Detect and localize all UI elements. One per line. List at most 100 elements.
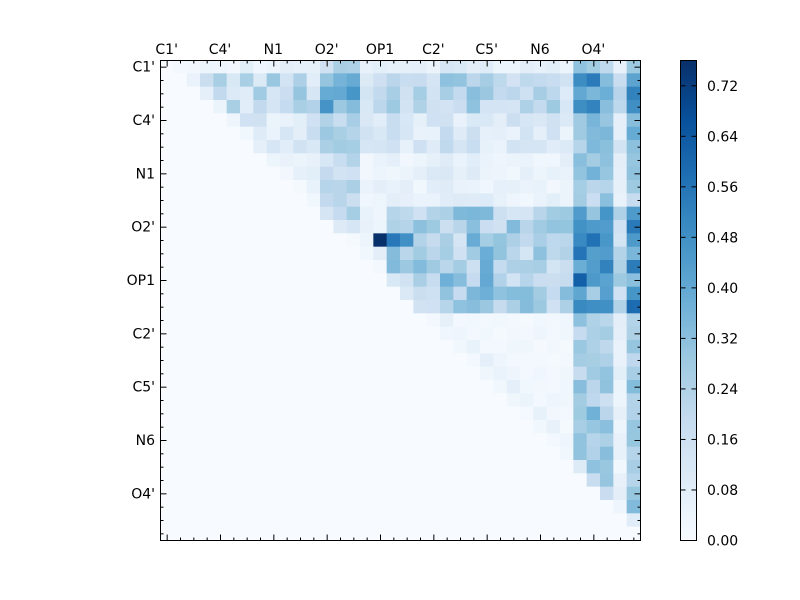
heatmap-cell xyxy=(520,60,534,74)
heatmap-cell xyxy=(173,153,188,168)
heatmap-cell xyxy=(546,326,561,341)
heatmap-cell xyxy=(480,393,494,408)
heatmap-cell xyxy=(480,100,494,114)
heatmap-cell xyxy=(506,206,521,221)
heatmap-cell xyxy=(333,273,348,288)
heatmap-cell xyxy=(546,246,561,261)
heatmap-cell xyxy=(320,180,334,194)
heatmap-cell xyxy=(426,486,441,501)
heatmap-cell xyxy=(240,433,254,448)
heatmap-cell xyxy=(226,460,241,474)
heatmap-cell xyxy=(200,326,214,341)
heatmap-cell xyxy=(386,246,401,261)
heatmap-cell xyxy=(333,446,348,461)
heatmap-cell xyxy=(546,193,561,208)
heatmap-cell xyxy=(453,153,468,168)
heatmap-cell xyxy=(280,233,294,248)
heatmap-cell xyxy=(373,166,388,181)
heatmap-cell xyxy=(333,313,348,328)
heatmap-cell xyxy=(520,220,534,234)
heatmap-cell xyxy=(586,60,601,74)
heatmap-cell xyxy=(160,460,174,474)
heatmap-cell xyxy=(320,366,334,381)
heatmap-cell xyxy=(600,486,614,501)
heatmap-cell xyxy=(160,153,174,168)
heatmap-cell xyxy=(546,100,561,114)
heatmap-cell xyxy=(426,420,441,434)
heatmap-cell xyxy=(426,260,441,274)
heatmap-cell xyxy=(600,340,614,354)
heatmap-cell xyxy=(373,366,388,381)
heatmap-cell xyxy=(400,153,414,168)
heatmap-cell xyxy=(573,446,588,461)
heatmap-cell xyxy=(626,420,641,434)
heatmap-cell xyxy=(320,273,334,288)
axis-ticks xyxy=(160,60,641,541)
heatmap-cell xyxy=(226,513,241,528)
heatmap-cell xyxy=(266,393,281,408)
heatmap-cell xyxy=(186,486,201,501)
heatmap-cell xyxy=(466,86,481,101)
heatmap-cell xyxy=(226,286,241,301)
heatmap-cell xyxy=(186,460,201,474)
heatmap-cell xyxy=(440,420,454,434)
heatmap-cell xyxy=(586,273,601,288)
heatmap-cell xyxy=(533,406,548,421)
heatmap-cell xyxy=(280,393,294,408)
heatmap-cell xyxy=(600,153,614,168)
heatmap-cell xyxy=(160,433,174,448)
heatmap-cell xyxy=(240,513,254,528)
heatmap-cell xyxy=(186,500,201,514)
heatmap-cell xyxy=(186,340,201,354)
heatmap-cell xyxy=(293,326,308,341)
heatmap-cell xyxy=(173,420,188,434)
heatmap-cell xyxy=(506,420,521,434)
heatmap-cell xyxy=(586,326,601,341)
heatmap-cell xyxy=(320,473,334,488)
heatmap-cell xyxy=(266,286,281,301)
heatmap-cell xyxy=(520,500,534,514)
heatmap-cell xyxy=(386,313,401,328)
heatmap-cell xyxy=(213,113,228,128)
heatmap-cell xyxy=(200,100,214,114)
heatmap-cell xyxy=(480,140,494,154)
heatmap-cell xyxy=(280,86,294,101)
heatmap-cell xyxy=(560,126,574,141)
heatmap-cell xyxy=(413,286,428,301)
heatmap-cell xyxy=(280,166,294,181)
heatmap-cell xyxy=(520,140,534,154)
heatmap-cell xyxy=(466,513,481,528)
heatmap-cell xyxy=(466,380,481,394)
heatmap-cell xyxy=(426,113,441,128)
heatmap-cell xyxy=(253,446,268,461)
heatmap-cell xyxy=(386,260,401,274)
heatmap-cell xyxy=(573,60,588,74)
heatmap-cell xyxy=(453,180,468,194)
heatmap-cell xyxy=(186,126,201,141)
heatmap-cell xyxy=(506,473,521,488)
heatmap-cell xyxy=(520,473,534,488)
heatmap-cell xyxy=(186,366,201,381)
heatmap-cell xyxy=(613,286,628,301)
heatmap-cell xyxy=(280,193,294,208)
heatmap-cell xyxy=(373,406,388,421)
heatmap-cell xyxy=(253,380,268,394)
heatmap-cell xyxy=(453,446,468,461)
heatmap-cell xyxy=(360,473,374,488)
heatmap-cell xyxy=(186,433,201,448)
heatmap-cell xyxy=(400,380,414,394)
heatmap-cell xyxy=(506,326,521,341)
heatmap-cell xyxy=(493,73,508,88)
heatmap-cell xyxy=(160,486,174,501)
heatmap-cell xyxy=(293,100,308,114)
heatmap-cell xyxy=(466,526,481,541)
heatmap-cell xyxy=(266,180,281,194)
heatmap-cell xyxy=(280,313,294,328)
heatmap-cell xyxy=(226,273,241,288)
heatmap-cell xyxy=(466,446,481,461)
heatmap-cell xyxy=(520,513,534,528)
heatmap-cell xyxy=(600,86,614,101)
heatmap-cell xyxy=(506,300,521,314)
heatmap-cell xyxy=(293,340,308,354)
heatmap-cell xyxy=(373,193,388,208)
